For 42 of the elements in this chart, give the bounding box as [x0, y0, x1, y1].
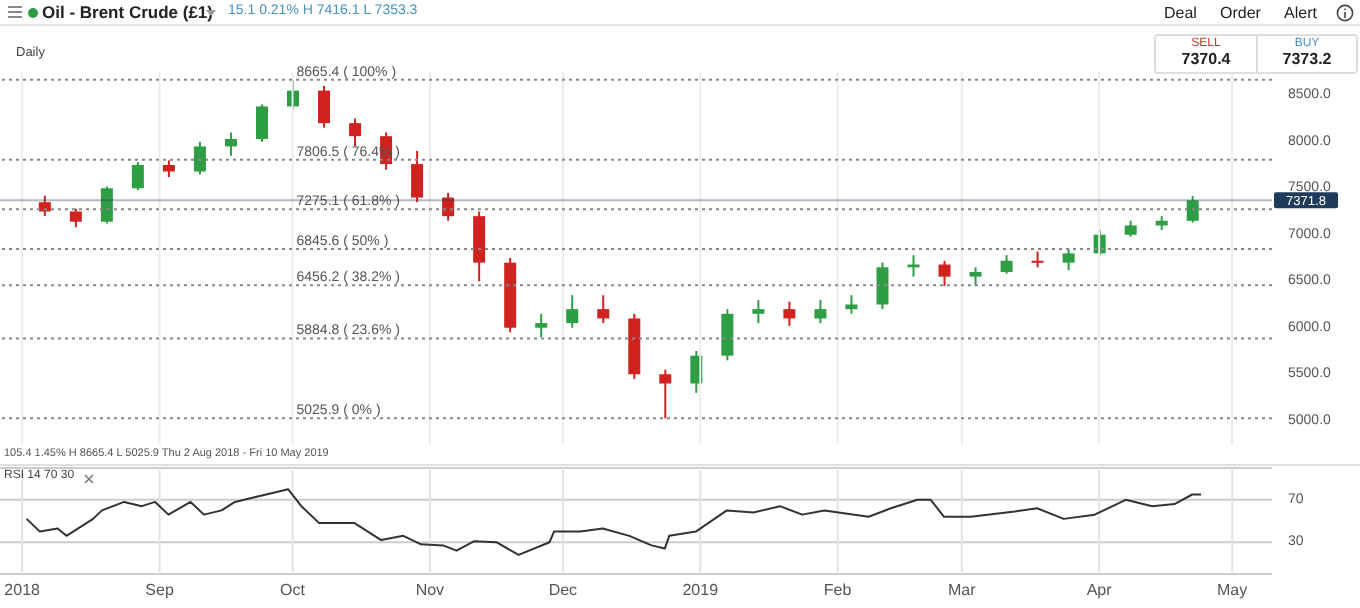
- candlestick: [566, 294, 579, 329]
- candlestick: [1000, 254, 1013, 275]
- candlestick: [752, 298, 765, 325]
- x-tick-label: May: [1216, 581, 1248, 600]
- text: Deal: [1164, 4, 1197, 22]
- x-tick-label: Mar: [947, 581, 977, 600]
- candlestick: [69, 207, 82, 229]
- x-tick-label: Nov: [415, 581, 445, 600]
- candlestick: [938, 259, 951, 287]
- candlestick: [255, 103, 268, 143]
- candlestick: [814, 298, 827, 325]
- text: Alert: [1284, 4, 1317, 22]
- candlestick: [721, 308, 734, 362]
- candlestick: [224, 131, 237, 157]
- x-tick-label: Feb: [823, 581, 853, 600]
- candlestick: [597, 294, 610, 325]
- candlestick: [969, 266, 982, 287]
- candlestick: [1062, 247, 1075, 272]
- candlestick: [442, 191, 455, 222]
- line-series: [25, 488, 1203, 556]
- candlestick: [1186, 195, 1199, 224]
- candlestick: [38, 194, 51, 218]
- x-tick-label: Sep: [145, 581, 175, 600]
- text: 7373.2: [1280, 50, 1334, 68]
- x-tick-label: Apr: [1086, 581, 1113, 600]
- text: Order: [1220, 4, 1261, 22]
- candlestick: [535, 312, 548, 339]
- candlestick: [318, 84, 331, 129]
- candlestick: [131, 161, 144, 192]
- x-tick-label: Oct: [280, 581, 307, 600]
- candlestick: [411, 150, 424, 204]
- candlestick: [876, 261, 889, 311]
- candlestick: [473, 210, 486, 283]
- candlestick: [193, 140, 206, 176]
- x-tick-label: Dec: [548, 581, 578, 600]
- x-tick-label: 2018: [4, 581, 42, 600]
- candlestick: [659, 368, 672, 420]
- candlestick: [349, 117, 362, 148]
- candlestick: [100, 185, 113, 225]
- text: 7370.4: [1179, 50, 1233, 68]
- candlestick: [783, 300, 796, 327]
- x-tick-label: 2019: [682, 581, 720, 600]
